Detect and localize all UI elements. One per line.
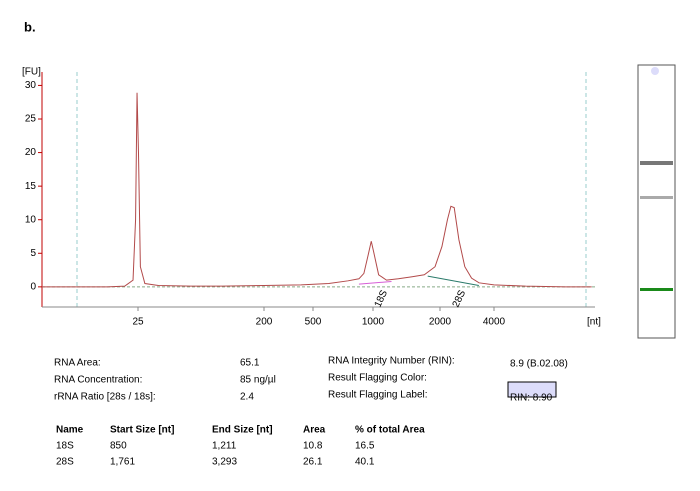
y-tick-label: 0 <box>30 281 36 292</box>
summary-value: RIN: 8.90 <box>510 393 553 404</box>
y-tick-label: 10 <box>25 214 37 225</box>
y-tick-label: 15 <box>25 181 37 192</box>
y-axis-label: [FU] <box>22 67 41 78</box>
x-tick-label: 25 <box>132 317 144 328</box>
peak-baseline <box>358 280 392 285</box>
table-header: Name <box>56 425 84 436</box>
summary-value: 2.4 <box>240 392 254 403</box>
peak-label: 18S <box>373 288 391 309</box>
x-tick-label: 2000 <box>429 317 452 328</box>
summary-label: RNA Area: <box>54 358 101 369</box>
gel-band <box>640 161 673 165</box>
y-tick-label: 20 <box>25 147 37 158</box>
x-axis-label: [nt] <box>587 317 601 328</box>
gel-dot <box>651 67 659 75</box>
x-tick-label: 4000 <box>483 317 506 328</box>
summary-label: RNA Concentration: <box>54 375 142 386</box>
peak-baseline <box>427 275 479 287</box>
summary-value: 85 ng/µl <box>240 375 276 386</box>
summary-label: Result Flagging Label: <box>328 390 428 401</box>
x-tick-label: 1000 <box>362 317 385 328</box>
gel-band <box>640 288 673 291</box>
panel-label: b. <box>24 19 36 34</box>
summary-label: rRNA Ratio [28s / 18s]: <box>54 392 156 403</box>
y-tick-label: 25 <box>25 114 37 125</box>
peak-label: 28S <box>451 288 469 309</box>
x-tick-label: 200 <box>256 317 273 328</box>
summary-label: RNA Integrity Number (RIN): <box>328 356 455 367</box>
table-cell: 3,293 <box>212 457 237 468</box>
table-cell: 16.5 <box>355 441 375 452</box>
table-cell: 40.1 <box>355 457 375 468</box>
y-tick-label: 5 <box>30 248 36 259</box>
table-cell: 26.1 <box>303 457 323 468</box>
flag-swatch <box>507 381 557 398</box>
table-cell: 10.8 <box>303 441 323 452</box>
table-cell: 28S <box>56 457 74 468</box>
table-cell: 850 <box>110 441 127 452</box>
table-header: % of total Area <box>355 425 425 436</box>
trace <box>42 92 592 288</box>
gel-band <box>640 196 673 199</box>
y-tick-label: 30 <box>25 80 37 91</box>
table-header: Area <box>303 425 326 436</box>
table-header: End Size [nt] <box>212 425 273 436</box>
x-tick-label: 500 <box>305 317 322 328</box>
summary-value: 8.9 (B.02.08) <box>510 359 568 370</box>
summary-label: Result Flagging Color: <box>328 373 427 384</box>
table-cell: 1,211 <box>212 441 237 452</box>
table-cell: 18S <box>56 441 74 452</box>
table-header: Start Size [nt] <box>110 425 174 436</box>
gel-lane <box>637 64 676 339</box>
summary-value: 65.1 <box>240 358 260 369</box>
table-cell: 1,761 <box>110 457 135 468</box>
